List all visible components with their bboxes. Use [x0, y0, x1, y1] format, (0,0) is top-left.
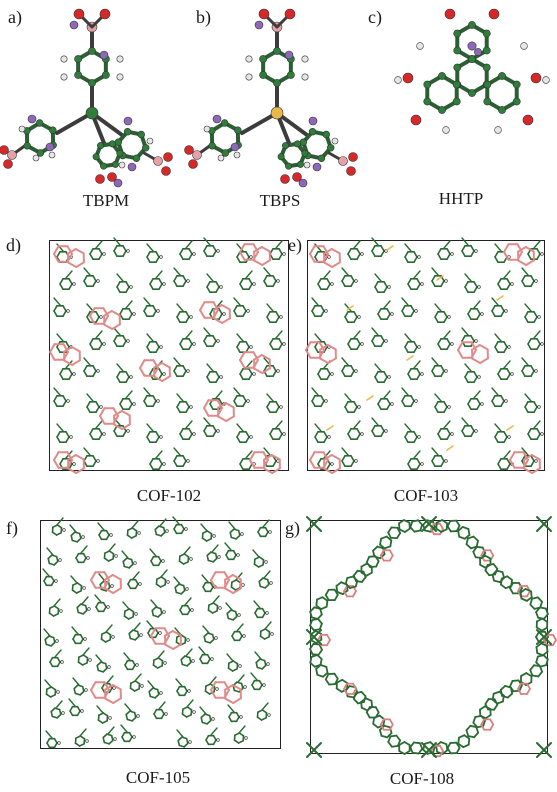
- panel-d-label: d): [6, 236, 21, 254]
- tbps-caption: TBPS: [190, 192, 370, 209]
- cof-108-structure: [310, 520, 548, 754]
- hhtp-molecule: [378, 8, 557, 158]
- cof-103-structure: [307, 240, 545, 471]
- panel-e-label: e): [288, 236, 302, 254]
- cof-105-structure: [40, 520, 281, 749]
- tbps-molecule: [185, 5, 365, 190]
- cof-102-caption: COF-102: [79, 487, 259, 504]
- tbpm-molecule: [0, 5, 180, 190]
- cof-103-caption: COF-103: [336, 487, 516, 504]
- panel-f-label: f): [6, 519, 18, 537]
- tbpm-caption: TBPM: [16, 192, 196, 209]
- cof-102-structure: [49, 240, 289, 471]
- cof-105-caption: COF-105: [68, 769, 248, 786]
- hhtp-caption: HHTP: [371, 190, 551, 207]
- cof-108-caption: COF-108: [332, 770, 512, 787]
- panel-g-label: g): [285, 519, 300, 537]
